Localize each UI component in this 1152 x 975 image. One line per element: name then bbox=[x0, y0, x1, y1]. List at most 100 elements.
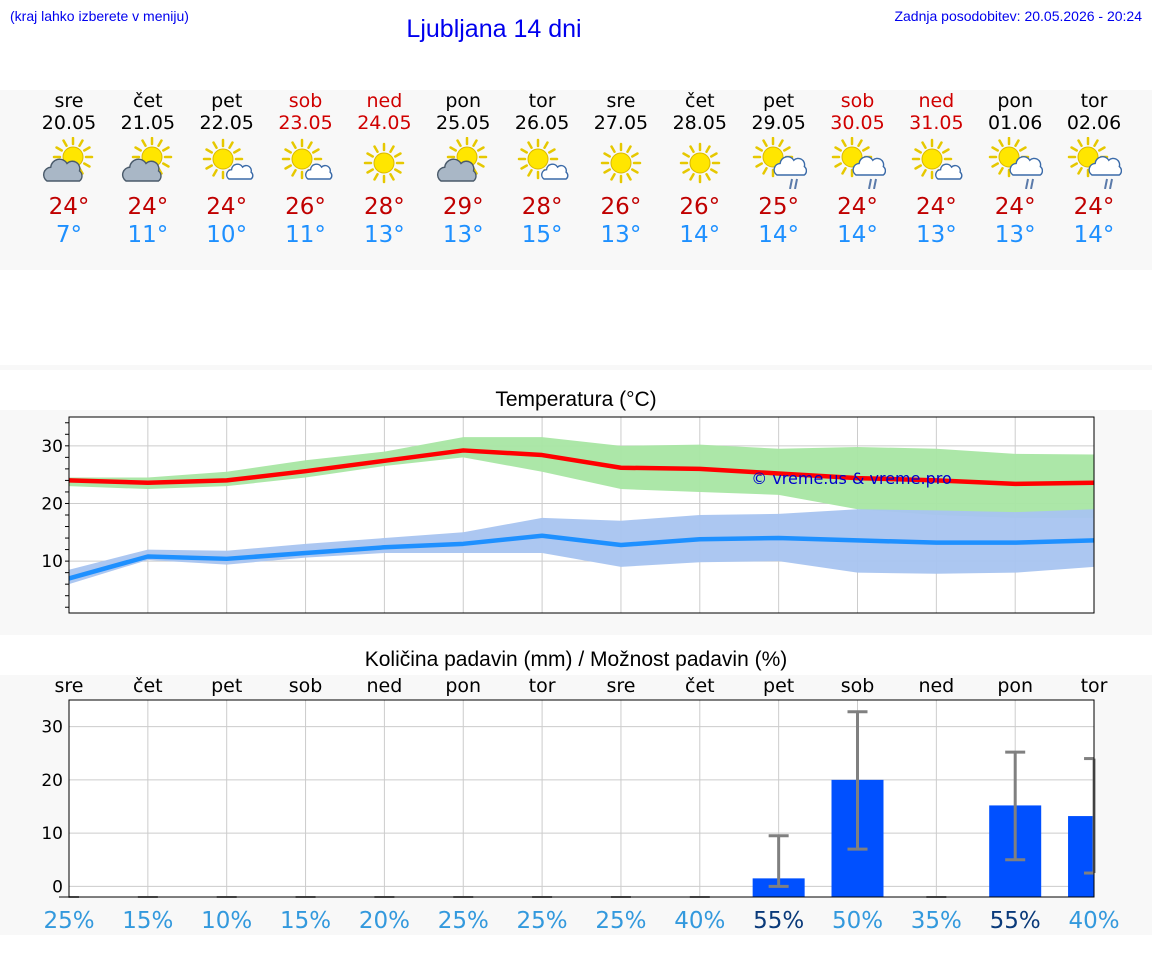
day-label: ned bbox=[367, 675, 403, 697]
temp-max: 24° bbox=[915, 194, 957, 220]
day-name: čet bbox=[685, 90, 715, 112]
temp-min: 11° bbox=[285, 222, 326, 248]
day-label: čet bbox=[133, 675, 163, 697]
plot-frame bbox=[68, 699, 1095, 898]
day-label: pon bbox=[997, 675, 1033, 697]
temp-min: 13° bbox=[600, 222, 642, 248]
precip-probability: 25% bbox=[43, 908, 94, 934]
temp-min: 14° bbox=[837, 222, 878, 248]
day-date: 28.05 bbox=[672, 112, 727, 134]
temp-min: 14° bbox=[679, 222, 721, 248]
y-tick-label: 10 bbox=[41, 552, 63, 572]
day-date: 29.05 bbox=[751, 112, 806, 134]
sun-small-cloud-icon bbox=[517, 138, 569, 180]
sun-icon bbox=[364, 142, 405, 184]
temp-min: 13° bbox=[994, 222, 1036, 248]
day-label: pon bbox=[445, 675, 481, 697]
precip-probability: 40% bbox=[674, 908, 725, 934]
temp-min: 11° bbox=[127, 222, 169, 248]
sun-rain-icon bbox=[831, 137, 886, 189]
day-column: pet 29.05 25° 14° bbox=[734, 90, 824, 249]
temp-max: 24° bbox=[994, 194, 1036, 220]
sun-rain-icon bbox=[1067, 137, 1123, 189]
y-tick-label: 0 bbox=[52, 877, 63, 897]
day-label: čet bbox=[685, 675, 715, 697]
day-label: sob bbox=[841, 675, 875, 697]
location-note[interactable]: (kraj lahko izberete v meniju) bbox=[10, 8, 189, 24]
day-name: pon bbox=[445, 90, 482, 112]
day-date: 30.05 bbox=[830, 112, 885, 134]
min-temp-line bbox=[68, 533, 1095, 581]
precipitation-chart-title: Količina padavin (mm) / Možnost padavin … bbox=[364, 648, 788, 671]
day-column: tor 26.05 28° 15° bbox=[497, 90, 587, 249]
precip-probability: 25% bbox=[595, 908, 646, 934]
temp-max: 24° bbox=[837, 194, 878, 220]
sun-cloud-icon bbox=[42, 137, 94, 182]
precipitation-chart: sre čet pet sob ned pon tor sre čet pet sob ned pon t… bbox=[41, 675, 1119, 934]
last-updated: Zadnja posodobitev: 20.05.2026 - 20:24 bbox=[894, 8, 1142, 24]
precip-probability: 10% bbox=[201, 908, 252, 934]
temperature-chart: 10 20 30 © vreme.us & vreme.pro bbox=[41, 416, 1095, 614]
y-tick-label: 20 bbox=[41, 494, 63, 514]
day-label: sob bbox=[289, 675, 323, 697]
temp-max: 28° bbox=[521, 194, 563, 220]
sun-icon bbox=[679, 142, 721, 184]
day-label: sre bbox=[606, 675, 635, 697]
temp-max: 26° bbox=[600, 194, 642, 220]
temp-min: 15° bbox=[521, 222, 563, 248]
forecast-strip: sre 20.05 24° 7° čet 21.05 24° 11° pet 22.05 24° 10… bbox=[0, 90, 1152, 270]
y-tick-label: 20 bbox=[41, 771, 63, 791]
min-temp-range-band bbox=[69, 509, 1095, 585]
day-label: tor bbox=[529, 675, 556, 697]
day-column: sob 23.05 26° 11° bbox=[261, 90, 351, 249]
temp-min: 13° bbox=[915, 222, 957, 248]
day-column: tor 02.06 24° 14° bbox=[1049, 90, 1139, 249]
precip-bar bbox=[1068, 816, 1094, 897]
precip-probability: 25% bbox=[438, 908, 489, 934]
day-column: čet 28.05 26° 14° bbox=[655, 90, 745, 249]
precip-probability: 50% bbox=[832, 908, 883, 934]
day-name: sre bbox=[606, 90, 636, 112]
day-name: tor bbox=[1080, 90, 1108, 112]
day-column: čet 21.05 24° 11° bbox=[103, 90, 193, 249]
sun-small-cloud-icon bbox=[912, 138, 963, 180]
temp-min: 14° bbox=[758, 222, 800, 248]
precip-probability: 20% bbox=[359, 908, 410, 934]
sun-cloud-icon bbox=[121, 137, 173, 182]
temp-max: 24° bbox=[206, 194, 248, 220]
page-title: Ljubljana 14 dni bbox=[406, 15, 582, 43]
day-name: sob bbox=[840, 90, 875, 112]
day-column: ned 31.05 24° 13° bbox=[891, 90, 981, 249]
sun-small-cloud-icon bbox=[281, 138, 332, 180]
sun-small-cloud-icon bbox=[202, 138, 254, 180]
day-date: 23.05 bbox=[278, 112, 333, 134]
precip-probability: 55% bbox=[990, 908, 1041, 934]
temp-min: 13° bbox=[442, 222, 484, 248]
temperature-chart-title: Temperatura (°C) bbox=[495, 388, 657, 411]
day-column: sob 30.05 24° 14° bbox=[813, 90, 903, 249]
temp-max: 25° bbox=[758, 194, 800, 220]
day-column: pon 01.06 24° 13° bbox=[970, 90, 1060, 249]
y-tick-label: 10 bbox=[41, 824, 63, 844]
day-column: pet 22.05 24° 10° bbox=[182, 90, 272, 249]
precip-probability: 40% bbox=[1068, 908, 1119, 934]
temp-max: 26° bbox=[679, 194, 721, 220]
day-name: čet bbox=[133, 90, 163, 112]
day-name: ned bbox=[366, 90, 403, 112]
temp-max: 24° bbox=[127, 194, 169, 220]
precip-probability: 15% bbox=[280, 908, 331, 934]
y-tick-label: 30 bbox=[41, 437, 63, 457]
day-name: pet bbox=[763, 90, 795, 112]
day-name: pon bbox=[997, 90, 1034, 112]
plot-frame bbox=[68, 416, 1095, 614]
day-name: pet bbox=[211, 90, 243, 112]
day-date: 26.05 bbox=[514, 112, 570, 134]
temp-min: 14° bbox=[1073, 222, 1115, 248]
precip-probability: 35% bbox=[911, 908, 962, 934]
max-temp-range-band bbox=[69, 437, 1095, 518]
day-column: sre 27.05 26° 13° bbox=[576, 90, 666, 249]
day-column: pon 25.05 29° 13° bbox=[418, 90, 508, 249]
separator-band bbox=[0, 365, 1152, 370]
day-label: tor bbox=[1081, 675, 1108, 697]
temp-min: 7° bbox=[55, 222, 83, 248]
